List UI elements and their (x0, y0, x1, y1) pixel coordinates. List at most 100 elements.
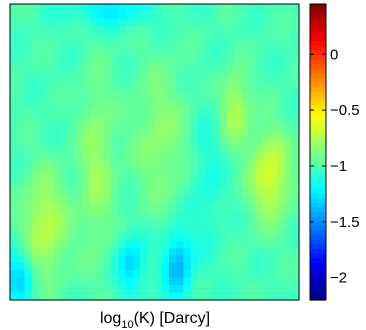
heatmap-cell (212, 4, 221, 12)
heatmap-cell (147, 122, 156, 131)
colorbar-segment (310, 202, 326, 209)
heatmap-cell (132, 218, 141, 227)
heatmap-cell (103, 41, 112, 49)
heatmap-cell (219, 218, 228, 227)
heatmap-cell (190, 85, 199, 94)
colorbar-segment (310, 170, 326, 176)
heatmap-cell (125, 70, 134, 79)
heatmap-cell (205, 226, 213, 234)
heatmap-cell (241, 277, 250, 286)
heatmap-cell (17, 41, 26, 49)
heatmap-cell (24, 203, 33, 212)
heatmap-cell (219, 63, 228, 72)
heatmap-cell (219, 129, 228, 138)
heatmap-cell (24, 144, 33, 153)
heatmap-cell (219, 277, 228, 286)
heatmap-cell (60, 263, 69, 271)
heatmap-cell (46, 26, 54, 35)
heatmap-cell (96, 292, 105, 301)
heatmap-cell (176, 107, 184, 116)
heatmap-cell (161, 144, 170, 153)
heatmap-cell (17, 70, 26, 79)
heatmap-cell (205, 122, 213, 131)
heatmap-cell (140, 63, 148, 72)
heatmap-cell (190, 41, 199, 49)
heatmap-cell (10, 129, 18, 138)
heatmap-cell (219, 100, 228, 109)
heatmap-cell (248, 92, 257, 101)
heatmap-cell (190, 122, 199, 131)
heatmap-cell (89, 203, 98, 212)
heatmap-cell (270, 33, 278, 42)
heatmap-cell (111, 248, 119, 257)
heatmap-cell (262, 122, 271, 131)
heatmap-cell (176, 189, 184, 197)
heatmap-cell (291, 63, 300, 72)
heatmap-cell (60, 48, 69, 57)
heatmap-cell (197, 100, 206, 109)
heatmap-cell (75, 174, 83, 183)
heatmap-cell (17, 166, 26, 175)
heatmap-cell (219, 122, 228, 131)
heatmap-cell (46, 248, 54, 257)
heatmap-cell (183, 152, 192, 160)
heatmap-cell (53, 85, 62, 94)
heatmap-cell (96, 277, 105, 286)
heatmap-cell (197, 240, 206, 249)
heatmap-cell (125, 92, 134, 101)
heatmap-cell (168, 48, 177, 57)
heatmap-cell (262, 174, 271, 183)
heatmap-cell (219, 152, 228, 160)
heatmap-cell (197, 78, 206, 86)
heatmap-cell (103, 255, 112, 264)
heatmap-cell (233, 248, 242, 257)
heatmap-cell (277, 233, 286, 242)
heatmap-cell (212, 78, 221, 86)
heatmap-cell (38, 233, 47, 242)
heatmap-cell (10, 255, 18, 264)
heatmap-cell (118, 270, 127, 279)
heatmap-cell (10, 240, 18, 249)
heatmap-cell (219, 92, 228, 101)
heatmap-cell (103, 181, 112, 190)
heatmap-cell (75, 248, 83, 257)
heatmap-cell (82, 26, 91, 35)
heatmap-cell (212, 107, 221, 116)
heatmap-cell (241, 70, 250, 79)
heatmap-cell (89, 159, 98, 168)
heatmap-cell (233, 218, 242, 227)
heatmap-cell (262, 18, 271, 27)
heatmap-cell (205, 240, 213, 249)
heatmap-cell (103, 196, 112, 205)
heatmap-cell (67, 85, 76, 94)
colorbar-segment (310, 17, 326, 24)
heatmap-cell (176, 240, 184, 249)
heatmap-cell (67, 70, 76, 79)
heatmap-cell (183, 211, 192, 220)
heatmap-cell (183, 4, 192, 12)
heatmap-cell (140, 144, 148, 153)
heatmap-cell (255, 181, 264, 190)
colorbar-segment (310, 235, 326, 241)
heatmap-cell (226, 11, 235, 20)
heatmap-cell (270, 129, 278, 138)
heatmap-cell (82, 63, 91, 72)
heatmap-cell (183, 41, 192, 49)
heatmap-cell (125, 4, 134, 12)
heatmap-cell (53, 255, 62, 264)
heatmap-cell (248, 85, 257, 94)
heatmap-cell (132, 159, 141, 168)
heatmap-cell (190, 92, 199, 101)
heatmap-cell (161, 18, 170, 27)
heatmap-cell (168, 92, 177, 101)
heatmap-cell (226, 292, 235, 301)
heatmap-cell (60, 218, 69, 227)
heatmap-cell (291, 292, 300, 301)
heatmap-cell (111, 107, 119, 116)
heatmap-cell (161, 196, 170, 205)
heatmap-cell (270, 181, 278, 190)
heatmap-cell (284, 129, 293, 138)
heatmap-cell (10, 85, 18, 94)
heatmap-cell (205, 48, 213, 57)
heatmap-cell (140, 248, 148, 257)
